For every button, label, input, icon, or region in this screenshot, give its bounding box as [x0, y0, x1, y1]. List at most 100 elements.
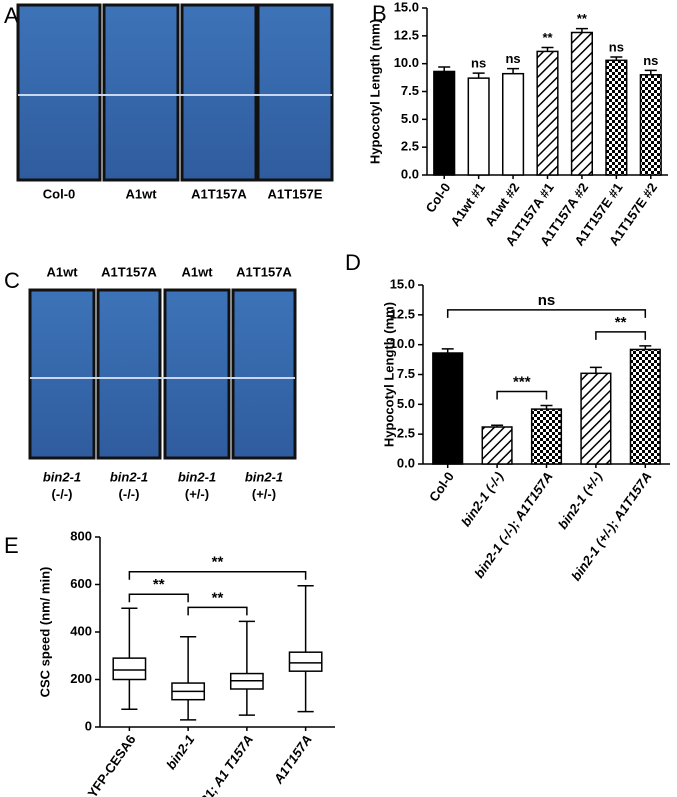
whisker-high — [297, 584, 314, 653]
y-tick-label: 15.0 — [390, 276, 415, 291]
photo — [28, 288, 96, 460]
y-axis-label: Hypocotyl Length (mm) — [381, 302, 396, 447]
y-tick-label: 800 — [70, 528, 92, 543]
y-tick-label: 7.5 — [401, 83, 419, 98]
y-tick-label: 2.5 — [397, 426, 415, 441]
bar — [639, 74, 662, 176]
y-tick-label: 0 — [85, 718, 92, 733]
error-bar — [507, 67, 520, 74]
y-tick-label: 0.0 — [401, 166, 419, 181]
bar — [433, 70, 456, 176]
error-bar — [639, 345, 652, 350]
y-axis-label: Hypocotyl Length (mm) — [367, 19, 382, 164]
whisker-low — [238, 689, 255, 716]
y-tick-label: 7.5 — [397, 366, 415, 381]
x-tick-label: bin21; A1 T157A — [186, 732, 256, 797]
panel-letter: B — [372, 1, 387, 26]
x-tick-label: Col-0 — [423, 180, 454, 215]
y-tick-label: 400 — [70, 623, 92, 638]
error-bar — [610, 56, 623, 61]
error-bar — [575, 27, 588, 33]
whisker-low — [180, 699, 197, 721]
y-tick-label: 600 — [70, 576, 92, 591]
box — [288, 651, 323, 672]
bar — [530, 408, 563, 465]
comparison-bracket — [187, 606, 248, 616]
x-tick-label: Col-0 — [426, 469, 457, 504]
annotation: ns — [505, 51, 520, 66]
annotation: ns — [643, 53, 658, 68]
comparison-bracket — [446, 309, 647, 318]
photo-label: (-/-) — [52, 486, 73, 501]
error-bar — [644, 69, 657, 75]
x-tick-label: bin2-1 — [163, 732, 197, 772]
y-tick-label: 5.0 — [397, 396, 415, 411]
panel-letter: A — [4, 3, 19, 28]
x-tick-label: A1T157A — [270, 732, 315, 787]
comparison-label: ns — [538, 292, 556, 309]
bar — [467, 77, 490, 176]
x-tick-label: bin2-1 (+/-) — [555, 469, 605, 532]
x-tick-label: YFP-CESA6 — [85, 732, 139, 797]
error-bar — [441, 348, 454, 354]
photo — [16, 3, 102, 182]
comparison-bracket — [595, 331, 647, 340]
whisker-low — [297, 671, 314, 713]
photo — [163, 288, 231, 460]
bar — [570, 31, 594, 176]
photo-label: A1wt — [181, 264, 213, 279]
photo-panel-a: A Col-0 A1wt A1T157A A1T157E — [4, 3, 334, 201]
error-bar — [541, 46, 554, 52]
y-tick-label: 15.0 — [394, 0, 419, 14]
panel-letter: C — [4, 268, 20, 293]
y-axis-label: CSC speed (nm/ min) — [37, 567, 52, 698]
photo-label: bin2-1 — [245, 469, 283, 484]
photo — [102, 3, 180, 182]
photo-label: A1T157A — [191, 186, 247, 201]
y-tick-label: 12.5 — [390, 306, 415, 321]
annotation: ** — [542, 30, 553, 45]
bar — [629, 348, 661, 465]
photo — [231, 288, 297, 460]
y-tick-label: 200 — [70, 671, 92, 686]
comparison-label: ** — [615, 314, 627, 331]
photo-label: A1T157E — [268, 186, 323, 201]
photo-label: (+/-) — [252, 486, 276, 501]
annotation: ** — [577, 11, 588, 26]
photo-label: A1wt — [46, 264, 78, 279]
bar — [580, 372, 612, 465]
photo — [96, 288, 162, 460]
error-bar — [438, 66, 451, 72]
comparison-label: ** — [153, 576, 165, 593]
x-tick-label: bin2-1 (-/-) — [458, 469, 506, 529]
whisker-high — [121, 607, 138, 659]
comparison-label: *** — [513, 373, 531, 390]
bar — [432, 352, 464, 465]
y-tick-label: 10.0 — [390, 336, 415, 351]
photo-label: bin2-1 — [43, 469, 81, 484]
photo — [180, 3, 258, 182]
bar — [536, 50, 559, 176]
y-tick-label: 10.0 — [394, 55, 419, 70]
comparison-bracket — [128, 570, 307, 580]
comparison-label: ** — [212, 589, 224, 606]
x-tick-label: A1wt #1 — [447, 180, 487, 229]
bar — [501, 72, 525, 176]
y-tick-label: 12.5 — [394, 27, 419, 42]
annotation: ns — [471, 56, 486, 71]
annotation: ns — [609, 39, 624, 54]
photo-label: A1wt — [125, 186, 157, 201]
whisker-high — [180, 636, 197, 684]
photo-label: A1T157A — [236, 264, 292, 279]
photo-label: Col-0 — [43, 186, 76, 201]
y-tick-label: 0.0 — [397, 455, 415, 470]
box — [112, 657, 147, 681]
photo-label: (-/-) — [119, 486, 140, 501]
error-bar — [540, 404, 553, 410]
photo-label: bin2-1 — [110, 469, 148, 484]
photo-label: (+/-) — [185, 486, 209, 501]
bar — [481, 426, 513, 465]
photo — [256, 3, 334, 182]
photo-label: bin2-1 — [178, 469, 216, 484]
